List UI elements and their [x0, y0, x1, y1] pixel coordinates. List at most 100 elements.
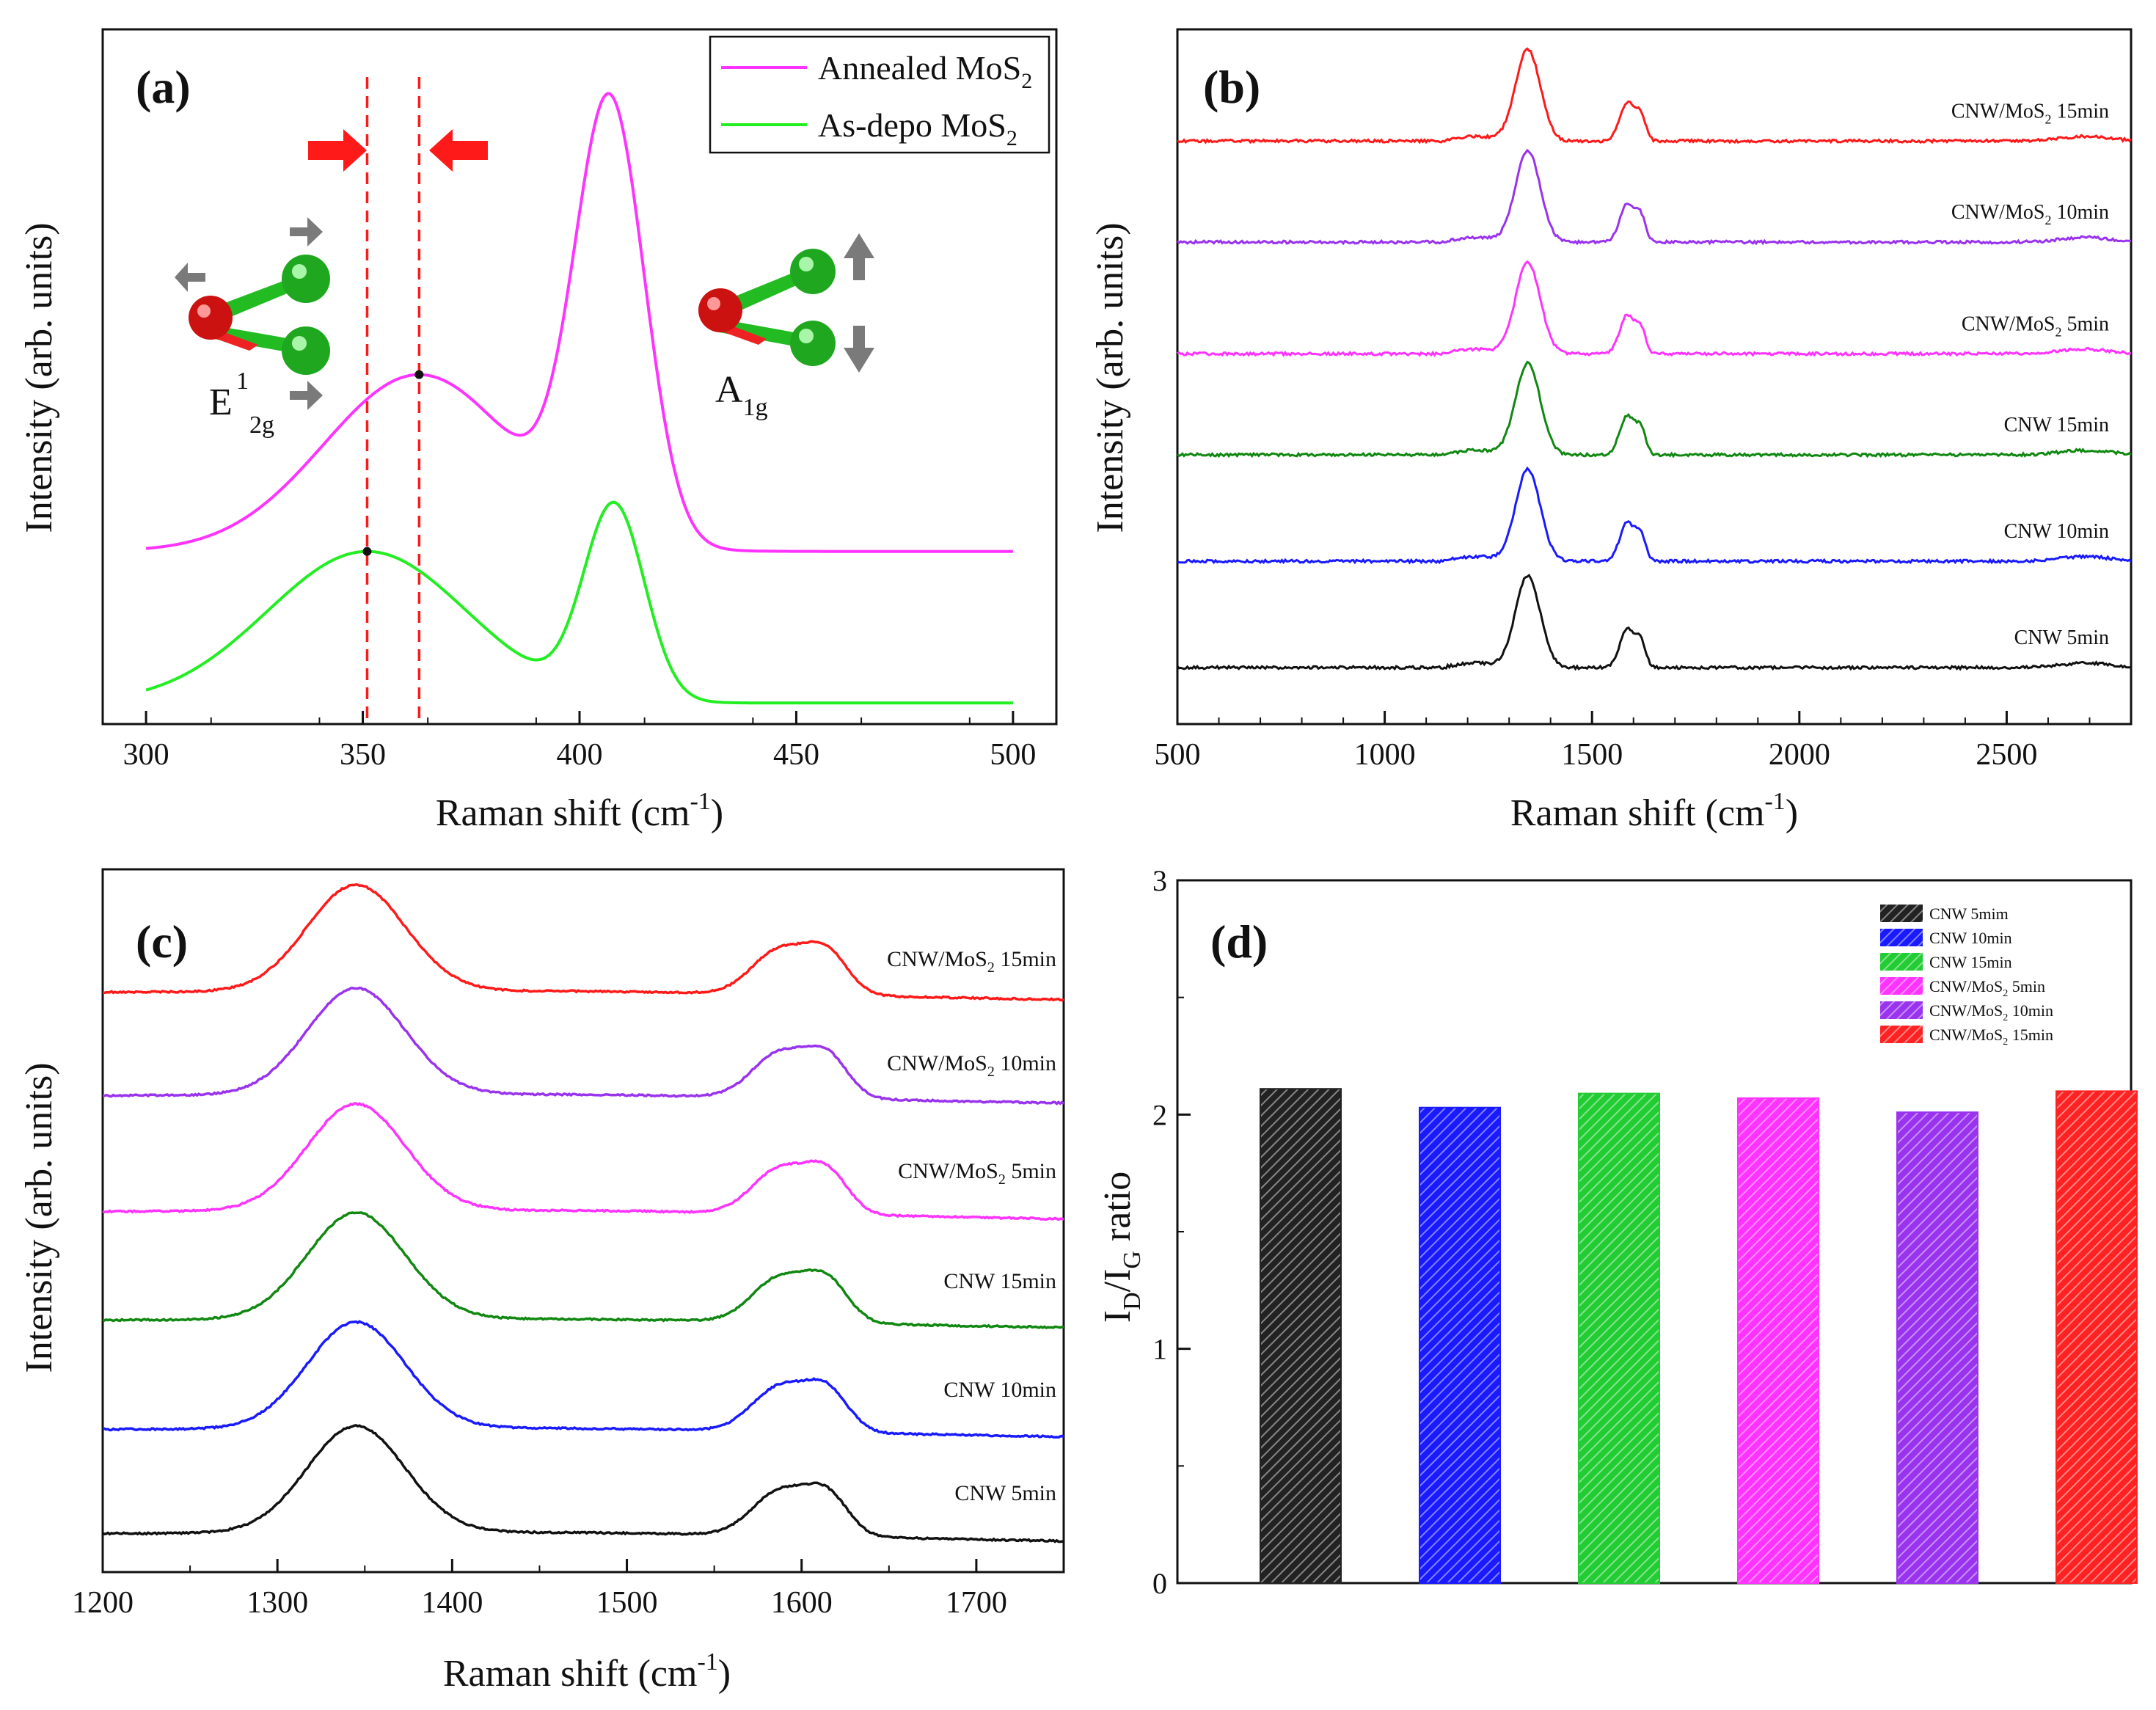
series-line [102, 1320, 1064, 1439]
panel-a: 300 350 400 450 500 (a) Raman shift (cm-1) I… [18, 28, 1058, 834]
series-line [102, 1211, 1064, 1330]
series-label: CNW/MoS2 10min [887, 1051, 1056, 1080]
panel-b-frame [1176, 28, 2133, 726]
peak-marker [414, 370, 424, 379]
x-tick-label: 500 [1155, 738, 1201, 772]
panel-a-xlabel: Raman shift (cm-1) [436, 788, 723, 834]
series-line [102, 883, 1065, 1002]
series-line [103, 986, 1065, 1106]
x-tick-label: 1500 [1561, 738, 1623, 772]
y-tick-label: 0 [1152, 1567, 1167, 1600]
panel-c-series-labels: CNW 5min CNW 10min CNW 15min CNW/MoS2 5min C… [887, 947, 1056, 1505]
panel-b-ylabel: Intensity (arb. units) [1089, 222, 1131, 533]
series-label: CNW 15min [2004, 414, 2109, 436]
series-line [1176, 573, 2132, 671]
legend-swatch-hatch [1880, 1001, 1923, 1019]
series-line-asdepo [145, 500, 1013, 705]
y-tick-label: 1 [1152, 1333, 1167, 1366]
series-line [1177, 360, 2132, 458]
e2g-label: E12g [209, 368, 274, 439]
panel-b-label: (b) [1203, 61, 1260, 113]
legend-label: CNW 5mim [1929, 905, 2009, 923]
series-label: CNW/MoS2 15min [1951, 100, 2109, 126]
legend-label-asdepo: As-depo MoS2 [818, 106, 1017, 150]
legend-label: CNW/MoS2 5min [1929, 977, 2045, 999]
x-tick-label: 300 [123, 738, 169, 772]
panel-b-xlabel: Raman shift (cm-1) [1510, 788, 1798, 834]
panel-c-ylabel: Intensity (arb. units) [18, 1062, 60, 1373]
red-arrow-right-icon [308, 129, 367, 172]
series-line [1177, 466, 2133, 565]
panel-a-legend: Annealed MoS2 As-depo MoS2 [709, 35, 1050, 154]
x-tick-label: 2000 [1769, 738, 1830, 772]
red-arrow-left-icon [429, 129, 488, 172]
panel-a-peak-markers [362, 370, 424, 556]
y-tick-label: 2 [1152, 1098, 1167, 1131]
bar-hatch [2055, 1090, 2138, 1584]
x-tick-label: 1200 [72, 1586, 134, 1620]
bar-hatch [1578, 1092, 1660, 1585]
panel-d-ylabel: ID/IG ratio [1097, 1172, 1146, 1323]
series-label: CNW 5min [2014, 626, 2109, 649]
series-line [1177, 47, 2133, 145]
series-line [102, 1102, 1064, 1221]
x-tick-label: 1700 [946, 1586, 1007, 1620]
series-line [1176, 148, 2131, 246]
panel-c: 1200 1300 1400 1500 1600 1700 CNW 5min CNW 10m… [18, 868, 1065, 1695]
series-label: CNW 5min [954, 1481, 1056, 1505]
x-tick-label: 350 [340, 738, 386, 772]
bar-hatch [1737, 1097, 1819, 1584]
x-tick-label: 1500 [596, 1586, 658, 1620]
x-tick-label: 1400 [421, 1586, 483, 1620]
x-tick-label: 1300 [246, 1586, 308, 1620]
peak-marker [362, 547, 372, 556]
x-tick-label: 450 [773, 738, 819, 772]
series-label: CNW/MoS2 5min [898, 1159, 1056, 1188]
panel-d: 0 1 2 3 CNW 5mim CNW 10min CNW 15min CNW/MoS2 … [1097, 864, 2138, 1600]
legend-swatch-hatch [1880, 929, 1923, 946]
legend-label-annealed: Annealed MoS2 [818, 49, 1032, 93]
panel-c-label: (c) [136, 916, 188, 968]
x-tick-label: 400 [557, 738, 603, 772]
y-tick-label: 3 [1152, 864, 1167, 897]
panel-a-x-ticks: 300 350 400 450 500 [102, 711, 1036, 772]
panel-a-ylabel: Intensity (arb. units) [18, 222, 60, 533]
legend-swatch-hatch [1880, 905, 1923, 922]
panel-b-series-labels: CNW 5min CNW 10min CNW 15min CNW/MoS2 5min C… [1951, 100, 2109, 649]
bar-hatch [1896, 1111, 1978, 1584]
e2g-mode-molecule-icon [175, 217, 330, 410]
legend-swatch-hatch [1880, 977, 1923, 995]
panel-c-xlabel: Raman shift (cm-1) [443, 1648, 731, 1695]
series-label: CNW 10min [943, 1378, 1056, 1402]
bar-hatch [1260, 1088, 1342, 1584]
panel-c-series [102, 883, 1065, 1543]
series-line-annealed [145, 92, 1013, 553]
panel-d-bars [1260, 1088, 2138, 1585]
a1g-mode-molecule-icon [698, 233, 874, 373]
panel-c-x-ticks: 1200 1300 1400 1500 1600 1700 [72, 1559, 1064, 1620]
panel-c-frame [101, 868, 1065, 1574]
x-tick-label: 1000 [1354, 738, 1416, 772]
legend-label: CNW/MoS2 10min [1929, 1001, 2053, 1023]
series-line [102, 1424, 1064, 1543]
x-tick-label: 1600 [771, 1586, 833, 1620]
series-label: CNW/MoS2 5min [1962, 313, 2109, 339]
legend-label: CNW/MoS2 15min [1929, 1026, 2053, 1048]
series-label: CNW/MoS2 10min [1951, 201, 2109, 227]
x-tick-label: 500 [990, 738, 1036, 772]
bar-hatch [1419, 1106, 1501, 1584]
series-label: CNW 15min [943, 1269, 1056, 1293]
series-label: CNW 10min [2004, 520, 2109, 543]
panel-d-y-ticks: 0 1 2 3 [1152, 864, 1191, 1600]
a1g-label: A1g [715, 369, 768, 421]
legend-box [709, 35, 1050, 154]
panel-a-peak-lines [365, 77, 421, 724]
series-label: CNW/MoS2 15min [887, 947, 1056, 976]
panel-a-label: (a) [136, 61, 191, 113]
legend-swatch-hatch [1880, 1026, 1923, 1043]
panel-b-series [1176, 47, 2133, 671]
panel-b-x-ticks: 500 1000 1500 2000 2500 [1155, 711, 2132, 772]
